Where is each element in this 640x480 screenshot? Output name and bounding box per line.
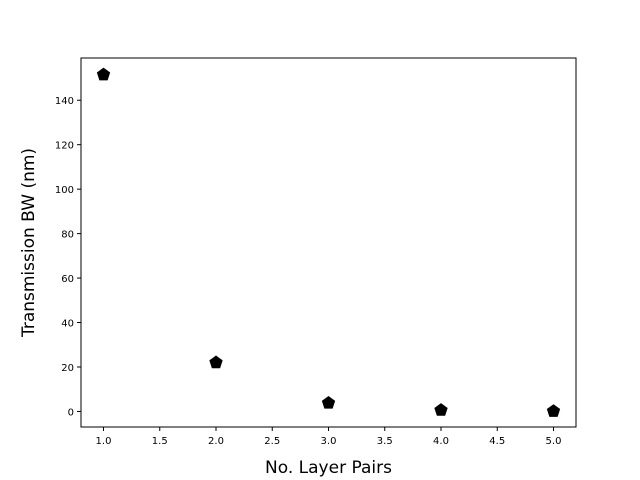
x-tick-label: 1.5 bbox=[152, 436, 168, 447]
plot-frame bbox=[80, 57, 577, 428]
y-axis-label: Transmission BW (nm) bbox=[19, 148, 39, 338]
data-point bbox=[321, 395, 336, 409]
x-tick-label: 1.0 bbox=[96, 436, 112, 447]
y-tick-label: 60 bbox=[61, 274, 74, 285]
y-tick-label: 0 bbox=[68, 407, 74, 418]
y-tick-label: 100 bbox=[55, 185, 74, 196]
x-tick-label: 2.5 bbox=[264, 436, 280, 447]
x-tick-label: 5.0 bbox=[546, 436, 562, 447]
y-tick-label: 80 bbox=[61, 230, 74, 241]
y-tick-label: 40 bbox=[61, 319, 74, 330]
x-tick-label: 4.0 bbox=[433, 436, 449, 447]
y-tick-label: 140 bbox=[55, 96, 74, 107]
data-point bbox=[96, 67, 111, 81]
x-tick-label: 4.5 bbox=[489, 436, 505, 447]
ticks-group: 1.0 1.5 2.0 2.5 3.0 3.5 4.0 4.5 5.0 0 20 40 60 80 100 1… bbox=[55, 96, 562, 447]
y-tick-label: 20 bbox=[61, 363, 74, 374]
x-axis-label: No. Layer Pairs bbox=[265, 458, 392, 478]
x-tick-label: 3.5 bbox=[377, 436, 393, 447]
x-tick-label: 3.0 bbox=[321, 436, 337, 447]
x-tick-label: 2.0 bbox=[208, 436, 224, 447]
y-tick-label: 120 bbox=[55, 141, 74, 152]
data-point bbox=[434, 403, 448, 416]
data-point bbox=[209, 355, 223, 369]
data-point bbox=[546, 404, 561, 417]
data-points-group bbox=[96, 67, 561, 417]
